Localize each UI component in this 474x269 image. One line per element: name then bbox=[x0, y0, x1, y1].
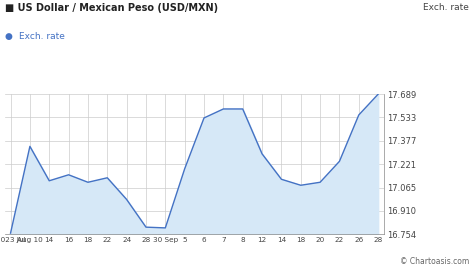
Text: Exch. rate: Exch. rate bbox=[423, 3, 469, 12]
Text: © Chartoasis.com: © Chartoasis.com bbox=[400, 257, 469, 266]
Text: Exch. rate: Exch. rate bbox=[19, 32, 65, 41]
Text: ■ US Dollar / Mexican Peso (USD/MXN): ■ US Dollar / Mexican Peso (USD/MXN) bbox=[5, 3, 218, 13]
Text: ●: ● bbox=[5, 32, 13, 41]
